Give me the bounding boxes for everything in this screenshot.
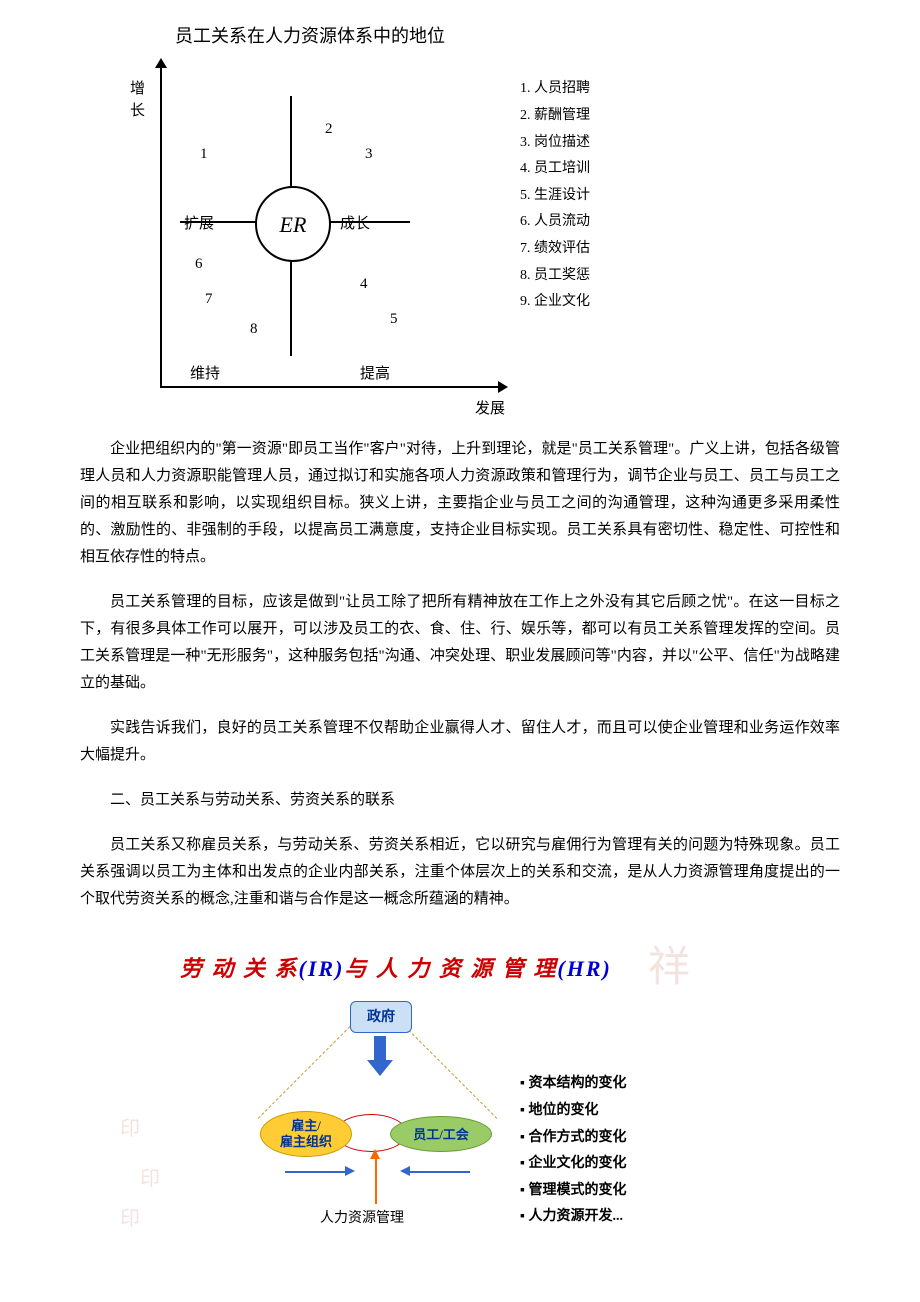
diagram1-legend: 1. 人员招聘 2. 薪酬管理 3. 岗位描述 4. 员工培训 5. 生涯设计 … xyxy=(520,76,590,315)
point-8: 8 xyxy=(250,316,258,343)
label-maintain: 维持 xyxy=(190,361,220,388)
bullet-item: 地位的变化 xyxy=(520,1098,626,1125)
hrm-label: 人力资源管理 xyxy=(320,1206,404,1231)
union-node: 员工/工会 xyxy=(390,1116,492,1152)
er-center: ER xyxy=(255,186,331,262)
legend-item: 8. 员工奖惩 xyxy=(520,263,590,290)
orange-arrow-up-icon xyxy=(370,1149,380,1159)
arrow-down-icon xyxy=(367,1036,393,1076)
dashed-line xyxy=(258,1027,351,1120)
point-3: 3 xyxy=(365,141,373,168)
watermark-seal: 印 xyxy=(120,1111,140,1147)
arrow-line xyxy=(285,1171,345,1173)
paragraph-3: 实践告诉我们，良好的员工关系管理不仅帮助企业赢得人才、留住人才，而且可以使企业管… xyxy=(80,715,840,769)
watermark-seal: 祥 xyxy=(648,931,690,1007)
point-6: 6 xyxy=(195,251,203,278)
legend-item: 9. 企业文化 xyxy=(520,289,590,316)
bullet-item: 资本结构的变化 xyxy=(520,1071,626,1098)
arrow-left-icon xyxy=(400,1166,410,1176)
paragraph-2: 员工关系管理的目标，应该是做到"让员工除了把所有精神放在工作上之外没有其它后顾之… xyxy=(80,589,840,697)
legend-item: 4. 员工培训 xyxy=(520,156,590,183)
section-heading-2: 二、员工关系与劳动关系、劳资关系的联系 xyxy=(80,787,840,814)
point-2: 2 xyxy=(325,116,333,143)
point-4: 4 xyxy=(360,271,368,298)
arrow-right-icon xyxy=(345,1166,355,1176)
bullet-item: 管理模式的变化 xyxy=(520,1178,626,1205)
watermark-seal: 印 xyxy=(120,1201,140,1237)
gov-node: 政府 xyxy=(350,1001,412,1033)
legend-item: 3. 岗位描述 xyxy=(520,130,590,157)
bullet-item: 人力资源开发... xyxy=(520,1204,626,1231)
diagram1-title: 员工关系在人力资源体系中的地位 xyxy=(110,20,510,52)
legend-item: 6. 人员流动 xyxy=(520,209,590,236)
watermark-seal: 印 xyxy=(140,1161,160,1197)
title-part-b: 与 人 力 资 源 管 理 xyxy=(344,956,557,981)
arrow-line xyxy=(410,1171,470,1173)
label-grow: 成长 xyxy=(340,211,370,238)
point-1: 1 xyxy=(200,141,208,168)
x-label: 发展 xyxy=(475,396,505,423)
ir-hr-diagram: 劳 动 关 系(IR)与 人 力 资 源 管 理(HR) 政府 雇主/ 雇主组织… xyxy=(140,931,700,1251)
bullet-item: 企业文化的变化 xyxy=(520,1151,626,1178)
orange-arrow-line xyxy=(375,1156,377,1204)
bullet-item: 合作方式的变化 xyxy=(520,1125,626,1152)
employer-line2: 雇主组织 xyxy=(280,1134,332,1151)
employer-line1: 雇主/ xyxy=(291,1118,321,1135)
y-label-2: 长 xyxy=(130,98,145,125)
label-improve: 提高 xyxy=(360,361,390,388)
diagram1-canvas: ER 增 长 发展 扩展 成长 维持 提高 1 2 3 4 5 6 7 8 1.… xyxy=(110,56,510,416)
title-ir: (IR) xyxy=(299,956,345,981)
point-5: 5 xyxy=(390,306,398,333)
employer-node: 雇主/ 雇主组织 xyxy=(260,1111,352,1157)
er-diagram: 员工关系在人力资源体系中的地位 ER 增 长 发展 扩展 成长 维持 提高 1 … xyxy=(110,20,510,416)
title-hr: (HR) xyxy=(557,956,611,981)
legend-item: 2. 薪酬管理 xyxy=(520,103,590,130)
y-axis xyxy=(160,66,162,386)
dashed-line xyxy=(405,1027,498,1120)
legend-item: 7. 绩效评估 xyxy=(520,236,590,263)
diagram2-title: 劳 动 关 系(IR)与 人 力 资 源 管 理(HR) xyxy=(180,949,612,989)
legend-item: 1. 人员招聘 xyxy=(520,76,590,103)
diagram2-bullets: 资本结构的变化 地位的变化 合作方式的变化 企业文化的变化 管理模式的变化 人力… xyxy=(520,1071,626,1231)
label-expand: 扩展 xyxy=(184,211,214,238)
legend-item: 5. 生涯设计 xyxy=(520,183,590,210)
paragraph-4: 员工关系又称雇员关系，与劳动关系、劳资关系相近，它以研究与雇佣行为管理有关的问题… xyxy=(80,832,840,913)
title-part-a: 劳 动 关 系 xyxy=(180,956,299,981)
paragraph-1: 企业把组织内的"第一资源"即员工当作"客户"对待，上升到理论，就是"员工关系管理… xyxy=(80,436,840,571)
point-7: 7 xyxy=(205,286,213,313)
